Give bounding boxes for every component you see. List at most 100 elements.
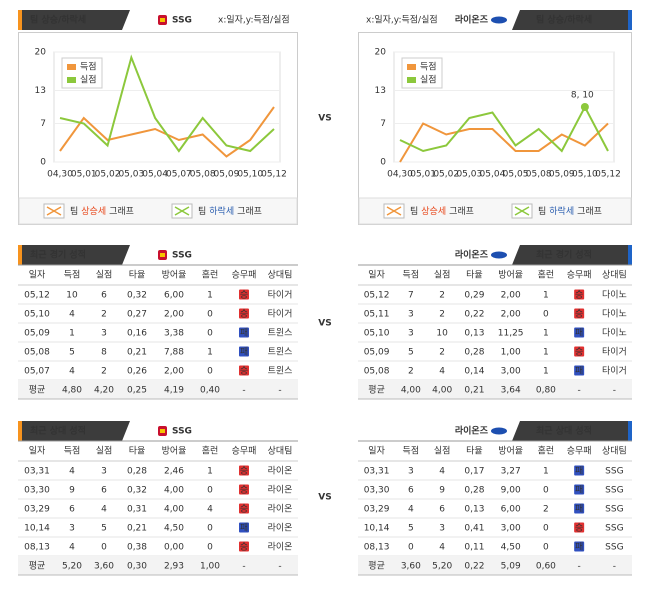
average-cell: 0,60 (536, 562, 556, 572)
header-bar (18, 245, 130, 265)
cell: 05,12 (364, 291, 390, 301)
cell: 5 (69, 348, 75, 358)
header-title: 팀 상승/하락세 (30, 14, 86, 26)
cell: 0,11 (464, 543, 484, 553)
legend-swatch (407, 77, 416, 83)
cell: 0 (543, 543, 549, 553)
result-badge (574, 541, 585, 552)
average-cell: 0,21 (464, 386, 484, 396)
cell: 4 (207, 505, 213, 515)
column-header: 득점 (403, 269, 420, 281)
footer-prefix: 팀 (70, 205, 78, 217)
cell: 6,00 (501, 505, 521, 515)
cell: 2 (101, 310, 107, 320)
cell: 0,26 (127, 367, 147, 377)
header-title: 최근 상대 성적 (30, 425, 86, 437)
cell: 4,50 (164, 524, 184, 534)
column-header: 실점 (96, 269, 113, 281)
column-header: 득점 (403, 445, 420, 457)
footer-suffix: 그래프 (449, 206, 474, 217)
result-badge (239, 308, 249, 319)
cell: 6,00 (164, 291, 184, 301)
average-cell: 4,00 (401, 386, 421, 396)
x-tick-label: 05,10 (237, 170, 263, 180)
cell: 6 (439, 505, 445, 515)
column-header: 일자 (29, 446, 46, 457)
header-accent (628, 245, 632, 265)
column-header: 방어율 (162, 446, 187, 457)
cell: 타이거 (268, 309, 293, 320)
cell: 2,00 (501, 310, 521, 320)
header-title: 최근 상대 성적 (536, 425, 592, 437)
average-cell: 평균 (29, 561, 46, 572)
cell: 트윈스 (268, 366, 293, 377)
column-header: 실점 (96, 445, 113, 457)
column-header: 타율 (466, 446, 483, 457)
cell: 0 (207, 367, 213, 377)
cell: 0,22 (464, 310, 484, 320)
cell: 8 (101, 348, 107, 358)
cell: 4 (408, 505, 414, 515)
team-name: 라이온즈 (455, 14, 489, 26)
average-cell: - (278, 386, 281, 396)
x-tick-label: 05,01 (71, 170, 97, 180)
cell: 4 (69, 310, 75, 320)
cell: 0,21 (127, 524, 147, 534)
cell: 0,17 (464, 467, 484, 477)
result-badge (239, 346, 249, 357)
result-label: 패 (575, 328, 583, 339)
cell: 0,00 (164, 543, 184, 553)
average-row (358, 380, 632, 399)
cell: 5 (101, 524, 107, 534)
cell: 2,00 (164, 310, 184, 320)
cell: 4 (69, 543, 75, 553)
x-tick-label: 05,05 (503, 170, 529, 180)
column-header: 득점 (64, 445, 81, 457)
column-header: 득점 (64, 269, 81, 281)
series-line (59, 54, 275, 153)
header-accent (18, 245, 22, 265)
cell: 2 (101, 367, 107, 377)
result-label: 패 (240, 347, 248, 358)
x-tick-label: 05,07 (166, 170, 192, 180)
column-header: 승무패 (567, 270, 592, 281)
column-header: 실점 (434, 269, 451, 281)
x-tick-label: 05,01 (410, 170, 436, 180)
team-logo-inner (160, 429, 165, 433)
x-tick-label: 04,30 (47, 170, 73, 180)
footer-icon-lines (514, 206, 530, 216)
cell: 3 (69, 524, 75, 534)
average-cell: 0,80 (536, 386, 556, 396)
y-tick-label: 20 (375, 48, 387, 58)
cell: 다이노 (602, 290, 627, 301)
footer-icon-lines (386, 206, 402, 216)
average-cell: 0,25 (127, 386, 147, 396)
cell: 0 (207, 310, 213, 320)
column-header: 타율 (466, 270, 483, 281)
result-label: 승 (240, 542, 248, 553)
footer-suffix: 그래프 (237, 206, 262, 217)
cell: SSG (605, 467, 623, 477)
average-cell: - (242, 562, 245, 572)
average-cell: - (278, 562, 281, 572)
cell: 05,07 (24, 367, 50, 377)
cell: 타이거 (602, 366, 627, 377)
cell: 6 (69, 505, 75, 515)
team-logo-inner (160, 253, 165, 257)
x-tick-label: 05,10 (572, 170, 598, 180)
cell: 10 (436, 329, 448, 339)
result-badge (239, 484, 249, 495)
header-title: 최근 경기 성적 (30, 249, 86, 261)
result-label: 승 (240, 504, 248, 515)
average-cell: 5,09 (501, 562, 521, 572)
result-label: 승 (240, 466, 248, 477)
cell: 0 (207, 486, 213, 496)
header-accent (628, 10, 632, 30)
average-cell: - (242, 386, 245, 396)
cell: 05,08 (24, 348, 50, 358)
cell: 03,30 (364, 486, 390, 496)
cell: 1,00 (501, 348, 521, 358)
result-badge (239, 289, 249, 300)
cell: 4,00 (164, 505, 184, 515)
cell: 라이온 (268, 523, 293, 534)
